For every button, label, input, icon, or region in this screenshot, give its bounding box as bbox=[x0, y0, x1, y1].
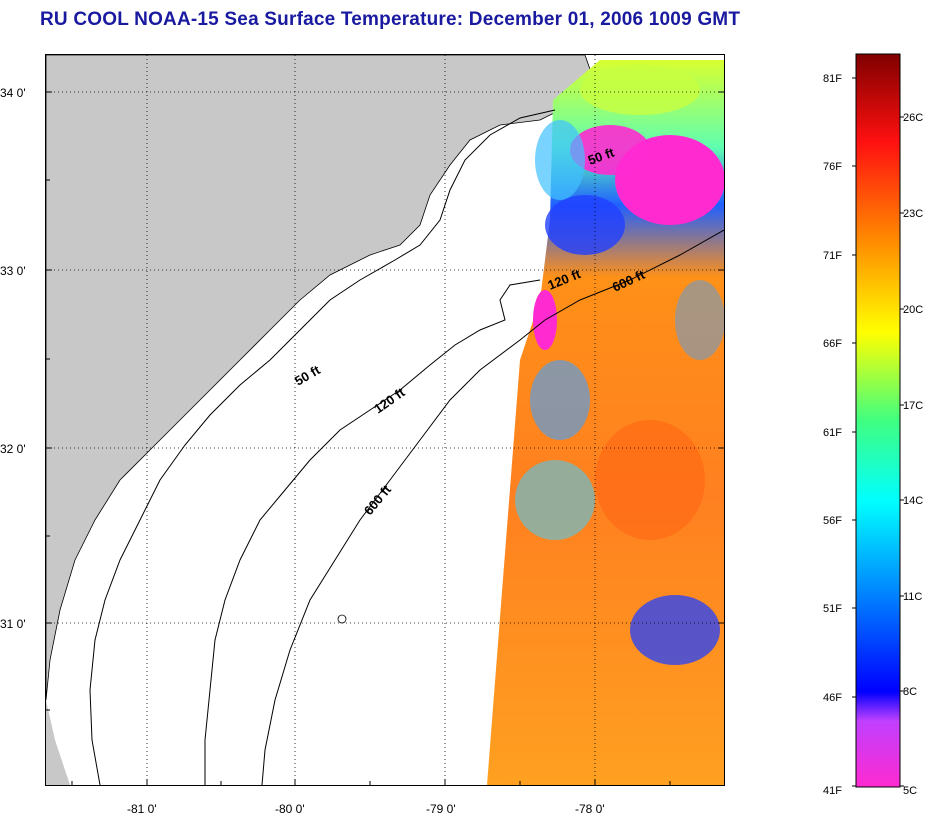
cbar-f-76: 76F bbox=[823, 161, 842, 173]
cbar-c-5: 5C bbox=[903, 785, 917, 797]
sst-patches bbox=[515, 65, 724, 665]
colorbar-ticks bbox=[852, 77, 904, 787]
cbar-c-23: 23C bbox=[903, 208, 923, 220]
cbar-f-71: 71F bbox=[823, 250, 842, 262]
lon-label-79: -79 0' bbox=[426, 802, 456, 816]
bathymetry-contours bbox=[89, 109, 724, 785]
grid-lines bbox=[46, 55, 724, 785]
cbar-f-81: 81F bbox=[823, 73, 842, 85]
latitude-axis: 34 0' 33 0' 32 0' 31 0' bbox=[0, 86, 724, 711]
cbar-c-14: 14C bbox=[903, 495, 923, 507]
cbar-c-20: 20C bbox=[903, 304, 923, 316]
lon-label-81: -81 0' bbox=[127, 802, 157, 816]
cbar-f-41: 41F bbox=[823, 785, 842, 797]
cbar-f-56: 56F bbox=[823, 515, 842, 527]
lon-label-78: -78 0' bbox=[575, 802, 605, 816]
map-border bbox=[45, 54, 725, 786]
cbar-f-51: 51F bbox=[823, 603, 842, 615]
cbar-f-66: 66F bbox=[823, 338, 842, 350]
lat-label-31: 31 0' bbox=[0, 617, 26, 631]
longitude-axis: -81 0' -80 0' -79 0' -78 0' bbox=[71, 779, 671, 816]
cbar-f-46: 46F bbox=[823, 692, 842, 704]
lon-label-80: -80 0' bbox=[275, 802, 305, 816]
cbar-c-17: 17C bbox=[903, 400, 923, 412]
lat-label-32: 32 0' bbox=[0, 442, 26, 456]
cbar-c-8: 8C bbox=[903, 686, 917, 698]
cbar-c-11: 11C bbox=[903, 591, 922, 603]
lat-label-33: 33 0' bbox=[0, 264, 26, 278]
temperature-colorbar: 81F 76F 71F 66F 61F 56F 51F 46F 41F 26C … bbox=[823, 53, 923, 797]
map-area: 50 ft 120 ft 600 ft 50 ft 120 ft 600 ft bbox=[46, 55, 724, 785]
colorbar-gradient bbox=[855, 53, 901, 788]
cbar-f-61: 61F bbox=[823, 427, 842, 439]
lat-label-34: 34 0' bbox=[0, 86, 26, 100]
cbar-c-26: 26C bbox=[903, 112, 923, 124]
map-title: RU COOL NOAA-15 Sea Surface Temperature:… bbox=[40, 9, 741, 30]
